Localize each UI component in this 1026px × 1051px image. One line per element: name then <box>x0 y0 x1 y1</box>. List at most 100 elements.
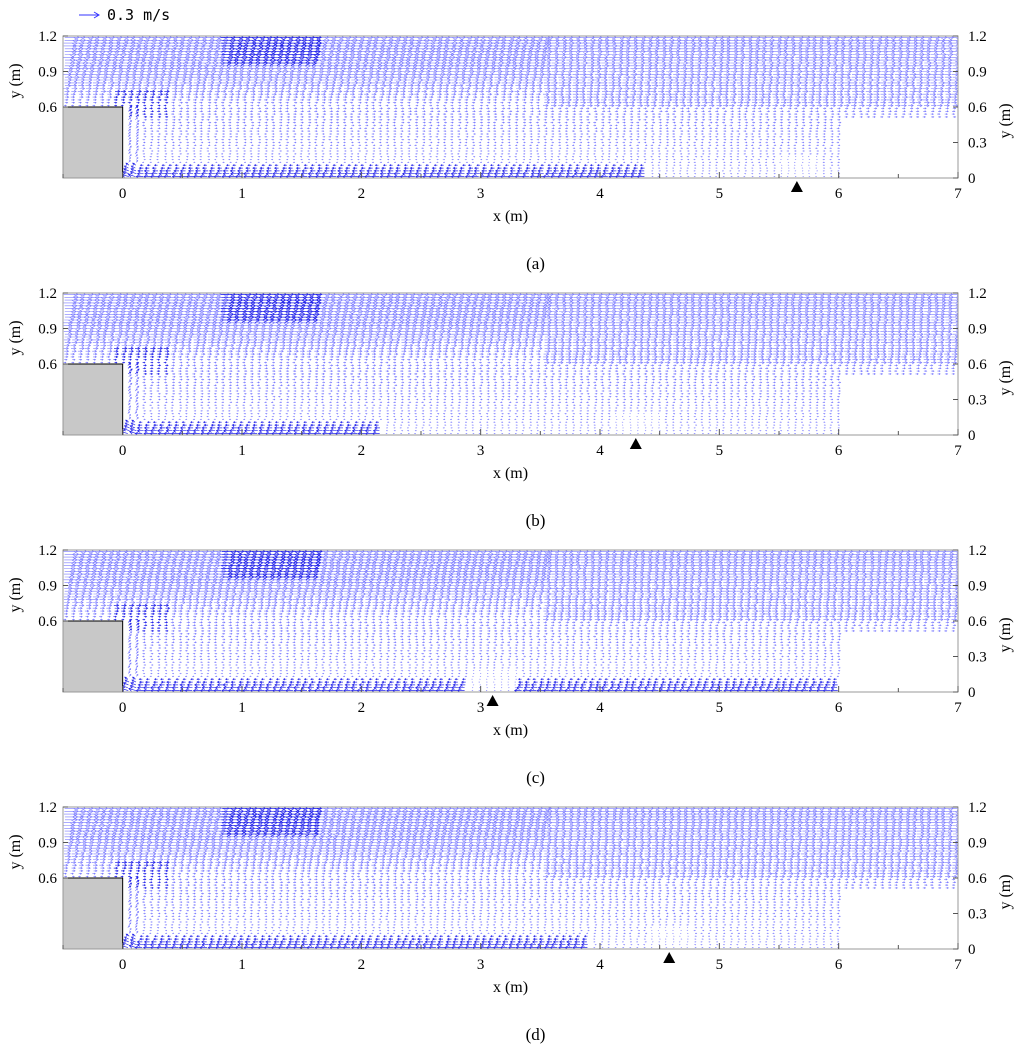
obstacle-block <box>62 877 124 950</box>
x-tick-label: 5 <box>716 186 724 202</box>
x-tick-label: 1 <box>238 443 246 459</box>
y-axis-title-right: y (m) <box>997 360 1014 395</box>
x-tick-label: 5 <box>716 443 724 459</box>
velocity-arrows-dense <box>113 293 380 435</box>
y-tick-label-right: 0.9 <box>968 579 987 595</box>
y-tick-label-right: 0.9 <box>968 65 987 81</box>
x-tick-label: 6 <box>835 957 843 973</box>
legend: 0.3 m/s <box>79 6 170 24</box>
panel-a: 0 1 2 3 4 5 6 7 x (m) 0.6 0.9 1.2 y (m) 0 0.3 0.6 0.9 1.2… <box>7 29 1014 273</box>
x-tick-label: 0 <box>119 957 127 973</box>
vector-field <box>63 293 958 435</box>
x-tick-label: 1 <box>238 700 246 716</box>
y-tick-label-right: 0 <box>968 685 976 701</box>
x-tick-label: 4 <box>596 957 604 973</box>
reattachment-marker <box>629 438 642 449</box>
y-tick-label-right: 1.2 <box>968 29 987 45</box>
y-axis-title-left: y (m) <box>7 63 24 98</box>
velocity-arrows-dense <box>113 36 645 178</box>
y-tick-label-left: 0.6 <box>38 871 57 887</box>
x-tick-label: 6 <box>835 700 843 716</box>
velocity-arrows-dense <box>113 550 838 692</box>
y-axis-title-left: y (m) <box>7 577 24 612</box>
x-tick-label: 3 <box>477 957 485 973</box>
y-tick-label-right: 0.3 <box>968 393 987 409</box>
panel-caption: (d) <box>526 1025 546 1044</box>
x-tick-label: 2 <box>358 700 366 716</box>
x-tick-label: 6 <box>835 443 843 459</box>
y-tick-label-right: 0 <box>968 942 976 958</box>
x-tick-label: 7 <box>954 443 962 459</box>
x-axis-title: x (m) <box>493 208 528 225</box>
x-tick-label: 4 <box>596 186 604 202</box>
y-tick-label-left: 0.6 <box>38 100 57 116</box>
panel-b: 0 1 2 3 4 5 6 7 x (m) 0.6 0.9 1.2 y (m) 0 0.3 0.6 0.9 1.2… <box>7 286 1014 530</box>
panel-c: 0 1 2 3 4 5 6 7 x (m) 0.6 0.9 1.2 y (m) 0 0.3 0.6 0.9 1.2… <box>7 543 1014 787</box>
y-tick-label-left: 0.9 <box>38 322 57 338</box>
x-tick-label: 7 <box>954 186 962 202</box>
x-tick-label: 0 <box>119 700 127 716</box>
y-tick-label-left: 0.9 <box>38 836 57 852</box>
x-tick-label: 7 <box>954 957 962 973</box>
y-axis-title-left: y (m) <box>7 320 24 355</box>
x-tick-label: 1 <box>238 186 246 202</box>
velocity-arrows <box>63 36 958 178</box>
x-tick-label: 2 <box>358 957 366 973</box>
panel-d: 0 1 2 3 4 5 6 7 x (m) 0.6 0.9 1.2 y (m) 0 0.3 0.6 0.9 1.2… <box>7 800 1014 1044</box>
x-tick-label: 3 <box>477 186 485 202</box>
x-tick-label: 3 <box>477 443 485 459</box>
y-tick-label-left: 1.2 <box>38 800 57 816</box>
y-tick-label-right: 0.3 <box>968 650 987 666</box>
y-tick-label-right: 1.2 <box>968 543 987 559</box>
y-axis-title-right: y (m) <box>997 103 1014 138</box>
panel-caption: (a) <box>526 254 545 273</box>
x-axis-title: x (m) <box>493 979 528 996</box>
y-axis-title-right: y (m) <box>997 874 1014 909</box>
x-axis-title: x (m) <box>493 722 528 739</box>
vector-field <box>63 550 958 692</box>
y-tick-label-left: 0.6 <box>38 357 57 373</box>
x-axis-title: x (m) <box>493 465 528 482</box>
x-tick-label: 5 <box>716 957 724 973</box>
y-tick-label-left: 0.6 <box>38 614 57 630</box>
y-tick-label-right: 1.2 <box>968 286 987 302</box>
y-tick-label-left: 1.2 <box>38 543 57 559</box>
y-tick-label-right: 0 <box>968 171 976 187</box>
y-tick-label-right: 0.9 <box>968 322 987 338</box>
x-tick-label: 2 <box>358 443 366 459</box>
reattachment-marker <box>486 695 499 706</box>
x-tick-label: 2 <box>358 186 366 202</box>
y-tick-label-right: 0.6 <box>968 871 987 887</box>
x-tick-label: 0 <box>119 186 127 202</box>
y-axis-title-right: y (m) <box>997 617 1014 652</box>
panel-caption: (b) <box>526 511 546 530</box>
y-tick-label-right: 0.3 <box>968 136 987 152</box>
x-tick-label: 6 <box>835 186 843 202</box>
y-tick-label-left: 0.9 <box>38 579 57 595</box>
obstacle-block <box>62 620 124 693</box>
velocity-arrows <box>63 293 958 435</box>
y-tick-label-right: 0 <box>968 428 976 444</box>
x-tick-label: 1 <box>238 957 246 973</box>
y-tick-label-left: 0.9 <box>38 65 57 81</box>
x-tick-label: 0 <box>119 443 127 459</box>
y-tick-label-left: 1.2 <box>38 286 57 302</box>
x-tick-label: 7 <box>954 700 962 716</box>
legend-arrow-icon <box>79 11 100 19</box>
velocity-arrows-dense <box>113 807 588 949</box>
y-tick-label-right: 0.6 <box>968 614 987 630</box>
y-tick-label-right: 0.6 <box>968 100 987 116</box>
y-tick-label-right: 0.6 <box>968 357 987 373</box>
legend-label: 0.3 m/s <box>107 6 170 24</box>
y-axis-title-left: y (m) <box>7 834 24 869</box>
y-tick-label-right: 1.2 <box>968 800 987 816</box>
vector-field <box>63 36 958 178</box>
obstacle-block <box>62 106 124 179</box>
reattachment-marker <box>790 181 803 192</box>
y-tick-label-left: 1.2 <box>38 29 57 45</box>
x-tick-label: 4 <box>596 443 604 459</box>
vector-field <box>63 807 958 949</box>
velocity-arrows <box>63 807 958 949</box>
x-tick-label: 3 <box>477 700 485 716</box>
